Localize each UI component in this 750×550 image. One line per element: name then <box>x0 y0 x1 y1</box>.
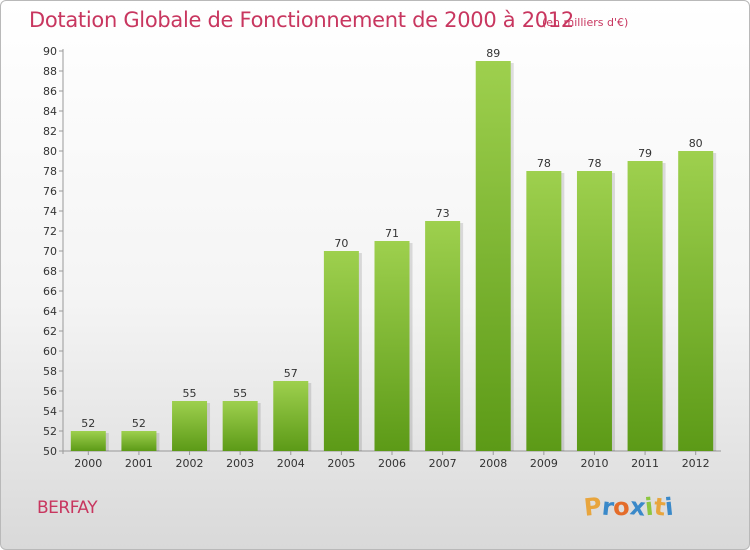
bar <box>475 61 511 451</box>
x-tick-label: 2000 <box>74 457 102 470</box>
y-tick-label: 86 <box>43 85 57 98</box>
bar <box>576 171 612 451</box>
y-tick-label: 84 <box>43 105 57 118</box>
x-tick-label: 2006 <box>378 457 406 470</box>
x-tick-label: 2011 <box>631 457 659 470</box>
bar <box>172 401 208 451</box>
bar-value-label: 89 <box>486 47 500 60</box>
x-tick-label: 2002 <box>176 457 204 470</box>
y-tick-label: 52 <box>43 425 57 438</box>
bar-value-label: 71 <box>385 227 399 240</box>
bar <box>323 251 359 451</box>
bar-value-label: 80 <box>689 137 703 150</box>
y-tick-label: 56 <box>43 385 57 398</box>
bar-value-label: 57 <box>284 367 298 380</box>
y-tick-label: 62 <box>43 325 57 338</box>
bar <box>121 431 157 451</box>
x-tick-label: 2007 <box>429 457 457 470</box>
y-tick-label: 88 <box>43 65 57 78</box>
x-tick-label: 2012 <box>682 457 710 470</box>
y-tick-label: 78 <box>43 165 57 178</box>
bar <box>222 401 258 451</box>
y-tick-label: 82 <box>43 125 57 138</box>
bar-value-label: 55 <box>183 387 197 400</box>
y-tick-label: 64 <box>43 305 57 318</box>
bar-value-label: 79 <box>638 147 652 160</box>
bar <box>70 431 106 451</box>
proxiti-logo[interactable]: Proxiti <box>583 492 675 522</box>
y-tick-label: 68 <box>43 265 57 278</box>
bar <box>627 161 663 451</box>
y-tick-label: 66 <box>43 285 57 298</box>
bar-value-label: 52 <box>81 417 95 430</box>
x-tick-label: 2004 <box>277 457 305 470</box>
bar-value-label: 52 <box>132 417 146 430</box>
x-tick-label: 2001 <box>125 457 153 470</box>
y-tick-label: 50 <box>43 445 57 458</box>
chart-title: Dotation Globale de Fonctionnement de 20… <box>29 8 574 32</box>
bar-value-label: 55 <box>233 387 247 400</box>
y-tick-label: 58 <box>43 365 57 378</box>
y-tick-label: 60 <box>43 345 57 358</box>
y-tick-label: 76 <box>43 185 57 198</box>
chart-subtitle: (en milliers d'€) <box>542 16 629 29</box>
x-tick-label: 2008 <box>479 457 507 470</box>
x-tick-label: 2009 <box>530 457 558 470</box>
bar-value-label: 70 <box>334 237 348 250</box>
bar <box>273 381 309 451</box>
x-tick-label: 2003 <box>226 457 254 470</box>
bar-layer: 52 52 55 55 57 70 71 73 89 78 78 79 80 <box>70 47 717 451</box>
bar-value-label: 78 <box>537 157 551 170</box>
y-tick-label: 70 <box>43 245 57 258</box>
bar <box>425 221 461 451</box>
bar <box>678 151 714 451</box>
place-name: BERFAY <box>37 498 98 518</box>
y-tick-label: 72 <box>43 225 57 238</box>
x-tick-label: 2005 <box>327 457 355 470</box>
y-tick-label: 54 <box>43 405 57 418</box>
bar-value-label: 73 <box>436 207 450 220</box>
bar-value-label: 78 <box>587 157 601 170</box>
bar <box>374 241 410 451</box>
y-tick-label: 80 <box>43 145 57 158</box>
x-tick-label: 2010 <box>580 457 608 470</box>
y-tick-label: 74 <box>43 205 57 218</box>
bar <box>526 171 562 451</box>
axis-layer: 50 52 54 56 58 60 62 64 66 68 70 72 74 76 78 80 82 84 86 88… <box>43 45 721 470</box>
y-tick-label: 90 <box>43 45 57 58</box>
logo-letter: i <box>663 492 675 522</box>
